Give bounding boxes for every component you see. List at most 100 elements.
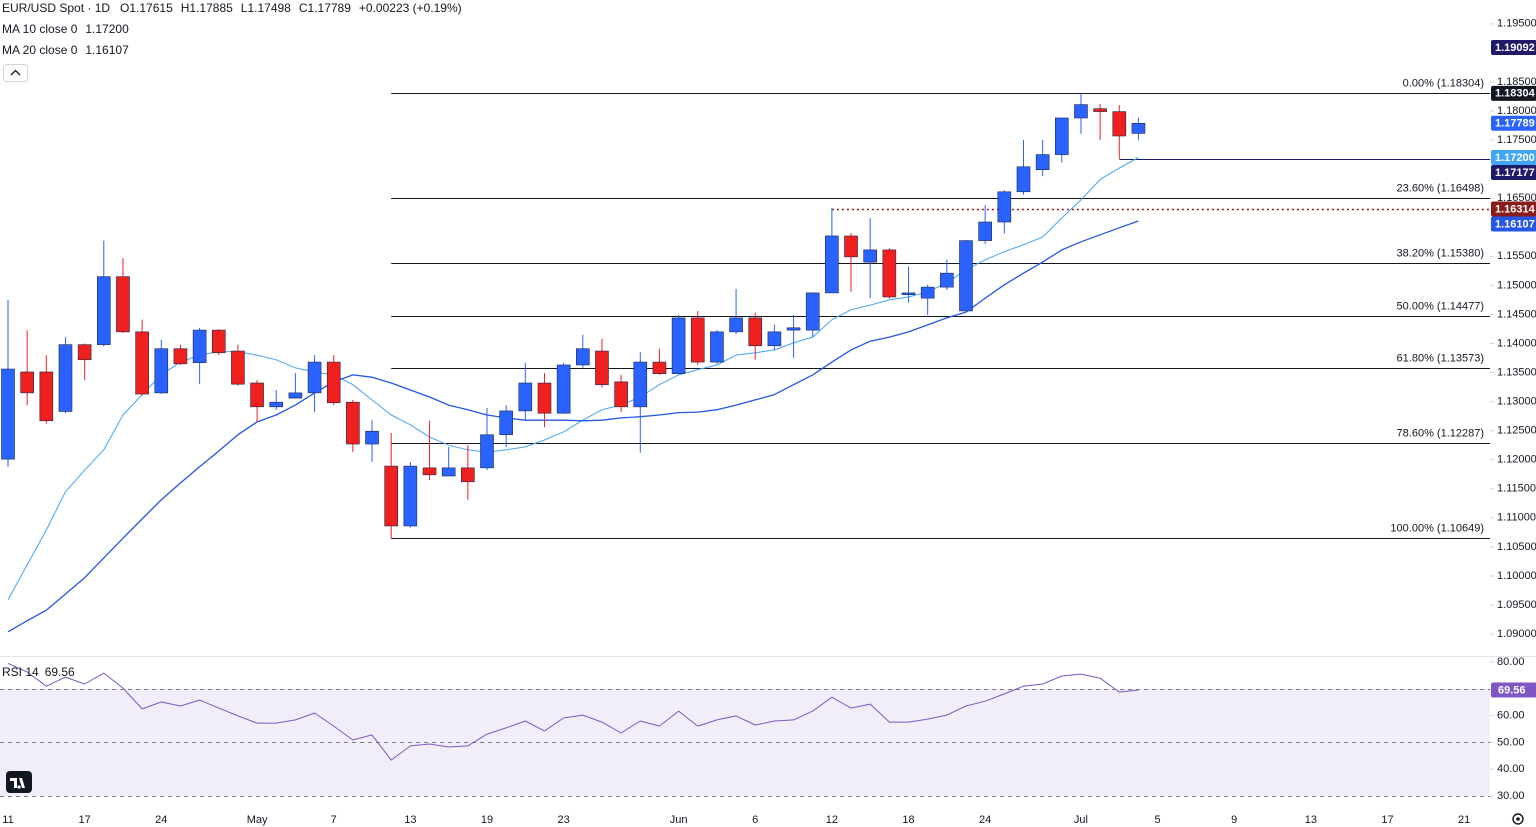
fib-label: 50.00% (1.14477) xyxy=(1397,300,1484,312)
y-tick-label: 1.12500 xyxy=(1497,425,1536,437)
candle-body xyxy=(901,292,916,295)
rsi-badge-label: 69.56 xyxy=(1498,684,1526,696)
x-tick-label: 21 xyxy=(1458,814,1470,826)
candle-body xyxy=(403,465,418,527)
price-badge-label: 1.16107 xyxy=(1495,218,1535,230)
x-tick-label: 23 xyxy=(558,814,570,826)
gear-icon[interactable] xyxy=(1512,813,1524,825)
candle-body xyxy=(346,401,360,445)
candle-body xyxy=(499,410,513,436)
x-tick-label: May xyxy=(247,814,268,826)
candle-body xyxy=(844,235,858,258)
candle-body xyxy=(786,327,801,331)
chevron-icon xyxy=(10,69,21,76)
legend-value: 69.56 xyxy=(45,665,75,679)
candle-body xyxy=(997,191,1012,223)
fib-label: 78.60% (1.12287) xyxy=(1397,427,1484,439)
x-tick-label: 18 xyxy=(902,814,914,826)
x-tick-label: Jun xyxy=(670,814,688,826)
candle-body xyxy=(1093,108,1107,112)
rsi-tick-label: 30.00 xyxy=(1497,790,1525,802)
tradingview-logo[interactable] xyxy=(6,771,32,793)
x-tick-label: 24 xyxy=(979,814,991,826)
candle-body xyxy=(173,348,188,365)
gear-center xyxy=(1516,817,1520,821)
x-tick-label: 9 xyxy=(1231,814,1237,826)
ohlc-value: O1.17615 xyxy=(120,1,173,15)
candle-body xyxy=(365,430,379,445)
candle-body xyxy=(480,434,494,469)
candle-body xyxy=(135,331,149,395)
candle-body xyxy=(1055,117,1069,155)
candle-body xyxy=(250,382,264,408)
rsi-badge xyxy=(1491,682,1536,698)
ohlc-value: L1.17498 xyxy=(241,1,291,15)
y-tick-label: 1.10500 xyxy=(1497,541,1536,553)
y-tick-label: 1.19500 xyxy=(1497,18,1536,30)
ohlc-value: +0.00223 (+0.19%) xyxy=(359,1,462,15)
candle-body xyxy=(882,249,897,298)
x-tick-label: 6 xyxy=(752,814,758,826)
x-tick-label: Jul xyxy=(1074,814,1088,826)
candle-body xyxy=(77,344,92,361)
y-tick-label: 1.18500 xyxy=(1497,76,1536,88)
candle-body xyxy=(1131,122,1146,134)
rsi-tick-label: 60.00 xyxy=(1497,710,1525,722)
candle-body xyxy=(1035,154,1050,171)
candle-body xyxy=(422,467,437,476)
price-badge xyxy=(1491,165,1536,181)
settings-button[interactable] xyxy=(1512,813,1524,825)
candle-body xyxy=(58,344,73,412)
candle-body xyxy=(805,292,820,331)
candle-body xyxy=(269,401,284,408)
candle-body xyxy=(441,467,456,477)
candle-body xyxy=(1112,111,1127,137)
fib-label: 100.00% (1.10649) xyxy=(1390,522,1484,534)
moving-average-line xyxy=(7,220,1139,633)
collapse-button[interactable] xyxy=(3,64,28,82)
candle-body xyxy=(192,329,207,363)
candle-body xyxy=(97,276,111,345)
rsi-line xyxy=(7,662,1139,761)
candle-body xyxy=(671,317,686,375)
y-tick-label: 1.14500 xyxy=(1497,308,1536,320)
fib-label: 0.00% (1.18304) xyxy=(1403,77,1484,89)
legend-value: 1.17200 xyxy=(85,22,129,36)
price-badge xyxy=(1491,216,1536,232)
rsi-tick-label: 50.00 xyxy=(1497,736,1525,748)
candle-body xyxy=(940,272,954,288)
candle-body xyxy=(614,381,628,408)
price-badge-label: 1.18304 xyxy=(1495,88,1536,100)
collapse-button-frame[interactable] xyxy=(3,64,28,82)
candle-body xyxy=(575,348,590,366)
x-tick-label: 19 xyxy=(481,814,493,826)
x-tick-label: 7 xyxy=(331,814,337,826)
candle-body xyxy=(1016,166,1031,193)
ohlc-value: H1.17885 xyxy=(181,1,233,15)
price-badge-label: 1.17177 xyxy=(1495,167,1535,179)
symbol-title: EUR/USD Spot · 1D xyxy=(2,1,110,15)
x-tick-label: 24 xyxy=(155,814,167,826)
y-tick-label: 1.11000 xyxy=(1497,512,1536,524)
rsi-tick-label: 40.00 xyxy=(1497,763,1525,775)
y-tick-label: 1.18000 xyxy=(1497,105,1536,117)
price-badge xyxy=(1491,115,1536,131)
price-badge-label: 1.16314 xyxy=(1495,203,1536,215)
candle-body xyxy=(326,361,341,404)
price-badge xyxy=(1491,40,1536,56)
candle-body xyxy=(288,392,303,399)
candle-body xyxy=(959,240,973,312)
candle-body xyxy=(116,276,130,333)
price-pane: 1.19500 1.18500 1.18000 1.17500 1.16500 1.155… xyxy=(1,18,1536,640)
price-badge-label: 1.17789 xyxy=(1495,118,1535,130)
y-tick-label: 1.11500 xyxy=(1497,483,1536,495)
candle-body xyxy=(154,348,169,394)
candle-body xyxy=(633,361,648,408)
rsi-tick-label: 80.00 xyxy=(1497,656,1525,668)
y-tick-label: 1.15000 xyxy=(1497,279,1536,291)
fib-label: 61.80% (1.13573) xyxy=(1397,352,1484,364)
candle-body xyxy=(211,329,226,354)
